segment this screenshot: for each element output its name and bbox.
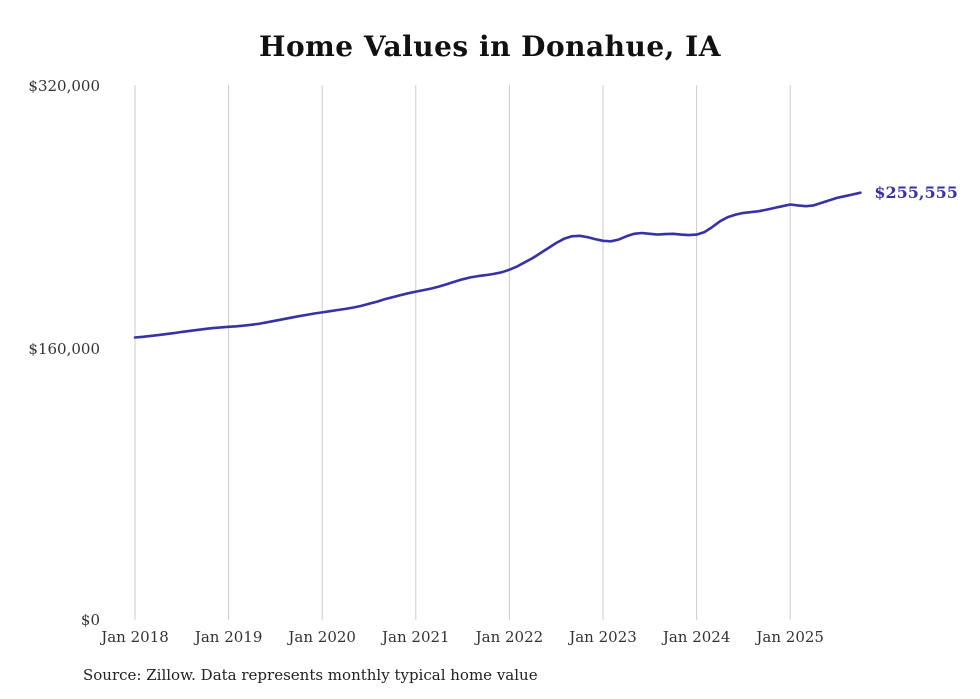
x-axis-label: Jan 2019 (194, 628, 263, 646)
x-axis-label: Jan 2020 (288, 628, 356, 646)
x-axis-label: Jan 2018 (101, 628, 169, 646)
x-axis-label: Jan 2025 (756, 628, 824, 646)
x-axis-label: Jan 2023 (569, 628, 637, 646)
y-axis-label-320000: $320,000 (28, 77, 100, 95)
source-note: Source: Zillow. Data represents monthly … (83, 666, 538, 684)
x-axis-label: Jan 2022 (475, 628, 544, 646)
latest-value-label: $255,555 (874, 182, 958, 202)
home-value-line (133, 191, 862, 339)
y-axis-label-160000: $160,000 (28, 340, 100, 358)
x-axis-label: Jan 2021 (382, 628, 450, 646)
x-axis-label: Jan 2024 (662, 628, 731, 646)
y-axis-label-0: $0 (80, 611, 100, 629)
chart-title: Home Values in Donahue, IA (259, 30, 721, 63)
vertical-gridlines (134, 85, 791, 620)
